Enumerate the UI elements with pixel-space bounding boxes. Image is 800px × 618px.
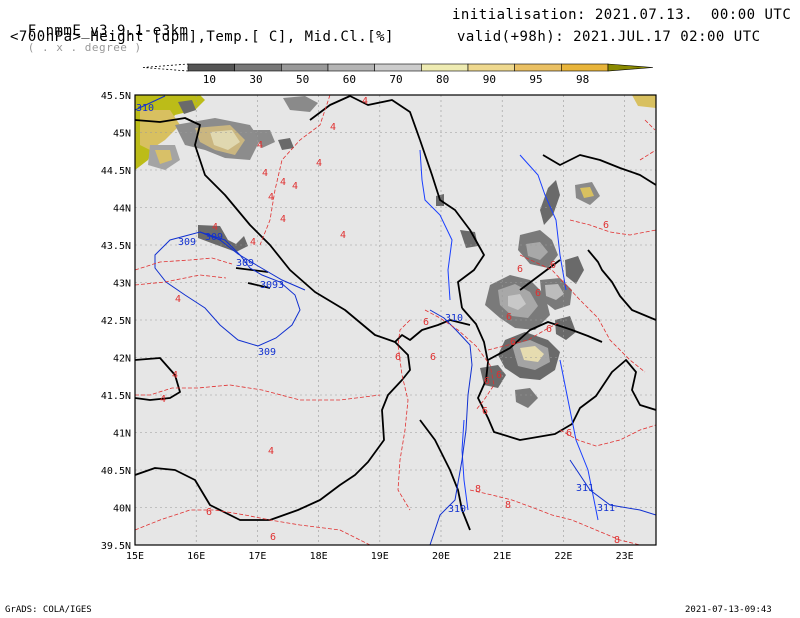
height-contour-label: 310 [445,313,463,324]
lat-label: 43N [113,279,131,290]
lon-label: 18E [310,551,328,562]
lat-label: 39.5N [101,541,131,552]
temp-contour-label: 6 [535,288,541,299]
model-title: F-nmmE_v3.9.1-e3km ( . x . degree ) [0,7,188,71]
temp-contour-label: 4 [268,446,274,457]
projection-note: ( . x . degree ) [27,41,142,54]
temp-contour-label: 4 [280,177,286,188]
height-contour-label: 309 [236,258,254,269]
temp-contour-label: 4 [257,140,263,151]
temp-contour-label: 4 [172,370,178,381]
height-contour-label: 311 [597,503,615,514]
height-contour-label: 3093 [260,280,284,291]
coastlines-borders [135,95,656,531]
height-contour-label: 310 [448,504,466,515]
colorbar-label: 30 [249,73,262,86]
temp-contour-label: 4 [268,192,274,203]
lat-label: 44N [113,204,131,215]
lon-label: 22E [554,551,572,562]
colorbar-label: 70 [389,73,402,86]
temp-contour-label: 6 [206,507,212,518]
lat-label: 41.5N [101,391,131,402]
temp-contour-label: 6 [603,220,609,231]
temp-contour-label: 6 [506,312,512,323]
temp-contour-label: 4 [262,168,268,179]
lat-label: 42N [113,354,131,365]
lat-label: 40.5N [101,466,131,477]
fields-label: <700hPa> Height [dpm],Temp.[ C], Mid.Cl.… [10,29,394,45]
height-contour-label: 311 [576,483,594,494]
height-contour-label-group: 310 309 309 309 3093 309 310 311 311 310 [136,103,615,515]
height-contour-label: 309 [258,347,276,358]
lon-label: 23E [616,551,634,562]
lon-label: 20E [432,551,450,562]
lat-label: 41N [113,429,131,440]
valid-label: valid(+98h): 2021.JUL.17 02:00 UTC [457,29,761,45]
lat-label: 45N [113,129,131,140]
temp-contour-label: 6 [566,428,572,439]
temp-contour-label: 6 [430,352,436,363]
temp-contour-label: 6 [496,370,502,381]
temp-contour-label: 4 [340,230,346,241]
colorbar-label: 98 [576,73,589,86]
temperature-contours [135,95,656,545]
temp-contour-label: 6 [482,406,488,417]
lat-label: 45.5N [101,91,131,102]
lat-label: 42.5N [101,316,131,327]
height-contour-label: 310 [136,103,154,114]
temp-contour-label: 4 [175,294,181,305]
cloud-colorbar: 10 30 50 60 70 80 90 95 98 [142,63,654,86]
lat-label: 43.5N [101,241,131,252]
colorbar-label: 60 [343,73,356,86]
temp-contour-label-group: 4 4 4 4 4 4 4 4 4 4 4 4 4 4 4 4 6 6 6 6 [160,96,620,546]
temp-contour-label: 8 [614,535,620,546]
footer-right: 2021-07-13-09:43 [685,605,772,615]
temp-contour-label: 6 [546,324,552,335]
rivers [419,149,599,521]
colorbar-label: 95 [529,73,542,86]
colorbar-label: 10 [203,73,216,86]
colorbar-label: 90 [483,73,496,86]
temp-contour-label: 4 [212,222,218,233]
temp-contour-label: 6 [395,352,401,363]
temp-contour-label: 4 [250,237,256,248]
lon-label: 16E [187,551,205,562]
temp-contour-label: 6 [550,260,556,271]
colorbar-label: 50 [296,73,309,86]
lon-label: 15E [126,551,144,562]
footer-left: GrADS: COLA/IGES [5,605,92,615]
map-frame [134,94,657,546]
temp-contour-label: 4 [292,181,298,192]
lat-label: 40N [113,504,131,515]
temp-contour-label: 4 [160,394,166,405]
lon-label: 17E [248,551,266,562]
temp-contour-label: 4 [316,158,322,169]
latitude-labels: 45.5N 45N 44.5N 44N 43.5N 43N 42.5N 42N 41.5N 41N… [101,91,131,552]
temp-contour-label: 4 [280,214,286,225]
temp-contour-label: 8 [475,484,481,495]
temp-contour-label: 6 [270,532,276,543]
colorbar-label: 80 [436,73,449,86]
temp-contour-label: 4 [362,96,368,107]
lon-label: 19E [371,551,389,562]
lat-label: 44.5N [101,166,131,177]
model-name: F-nmmE_v3.9.1-e3km [27,23,189,39]
temp-contour-label: 6 [484,376,490,387]
temp-contour-label: 8 [505,500,511,511]
height-contour-label: 309 [205,232,223,243]
colorbar-right-arrow [607,63,654,72]
longitude-labels: 15E 16E 17E 18E 19E 20E 21E 22E 23E [126,551,634,562]
temp-contour-label: 4 [330,122,336,133]
temp-contour-label: 6 [423,317,429,328]
height-contour-label: 309 [178,237,196,248]
lon-label: 21E [493,551,511,562]
initialisation-label: initialisation: 2021.07.13. 00:00 UTC [452,7,792,23]
temp-contour-label: 6 [510,337,516,348]
temp-contour-label: 6 [517,264,523,275]
